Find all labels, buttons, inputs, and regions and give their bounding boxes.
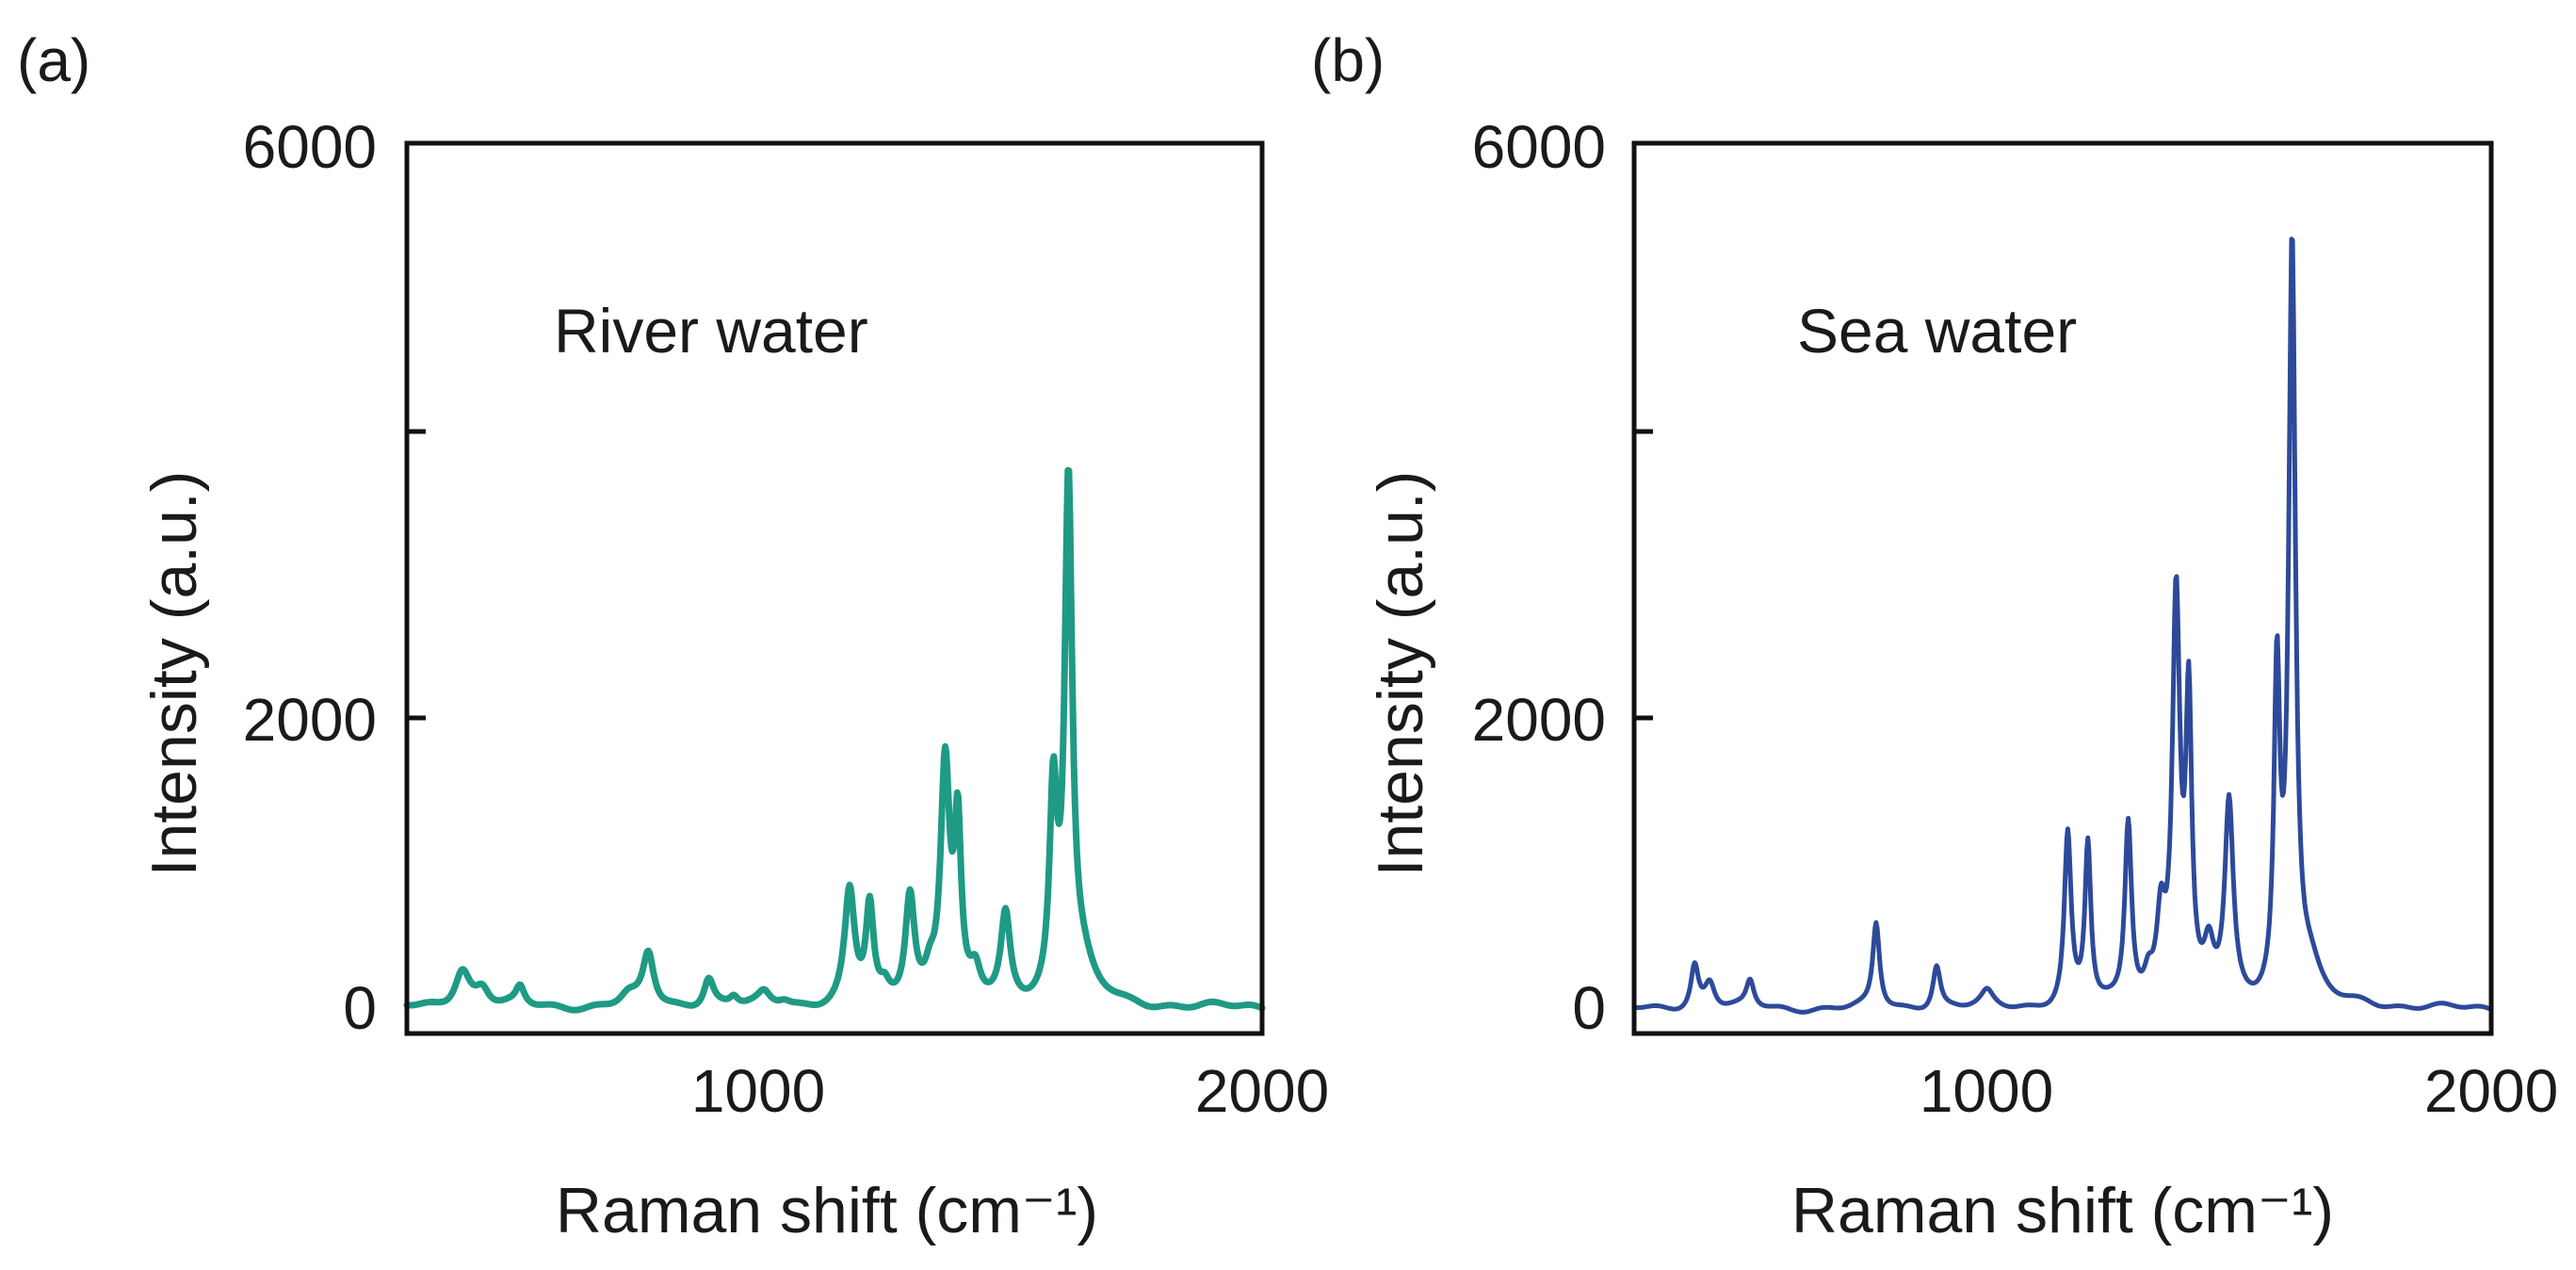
panel-b-ytick-2000: 2000 — [1472, 686, 1606, 754]
panel-b-annotation: Sea water — [1797, 296, 2077, 366]
panel-a-letter: (a) — [17, 26, 90, 94]
panel-a-y-axis-label: Intensity (a.u.) — [138, 471, 210, 877]
panel-b-y-axis-label: Intensity (a.u.) — [1365, 471, 1436, 877]
panel-a-ytick-2000: 2000 — [243, 686, 377, 754]
panel-a-x-axis-label: Raman shift (cm⁻¹) — [556, 1175, 1098, 1246]
panel-b-ytick-0: 0 — [1572, 974, 1606, 1042]
panel-a-xtick-1000: 1000 — [691, 1057, 825, 1125]
panel-b-xtick-2000: 2000 — [2424, 1057, 2558, 1125]
panel-a-ytick-6000: 6000 — [243, 113, 377, 181]
panel-b: (b) 6000 2000 0 Intensity (a.u.) Sea wat… — [1311, 26, 2558, 1246]
panel-a-annotation: River water — [554, 296, 868, 366]
panel-b-letter: (b) — [1311, 26, 1385, 94]
panel-b-axes-frame — [1631, 140, 2494, 1036]
panel-a-ytick-0: 0 — [343, 974, 377, 1042]
panel-a-axes-frame — [404, 140, 1265, 1036]
panel-b-ytick-6000: 6000 — [1472, 113, 1606, 181]
panel-a-xtick-2000: 2000 — [1195, 1057, 1329, 1125]
panel-b-xtick-1000: 1000 — [1920, 1057, 2053, 1125]
panel-a-series-line — [403, 466, 1266, 1014]
panel-b-series-line — [1631, 236, 2494, 1015]
panel-b-x-axis-label: Raman shift (cm⁻¹) — [1791, 1175, 2334, 1246]
panel-a: (a) 6000 2000 0 Intensity (a.u.) River w… — [17, 26, 1329, 1246]
